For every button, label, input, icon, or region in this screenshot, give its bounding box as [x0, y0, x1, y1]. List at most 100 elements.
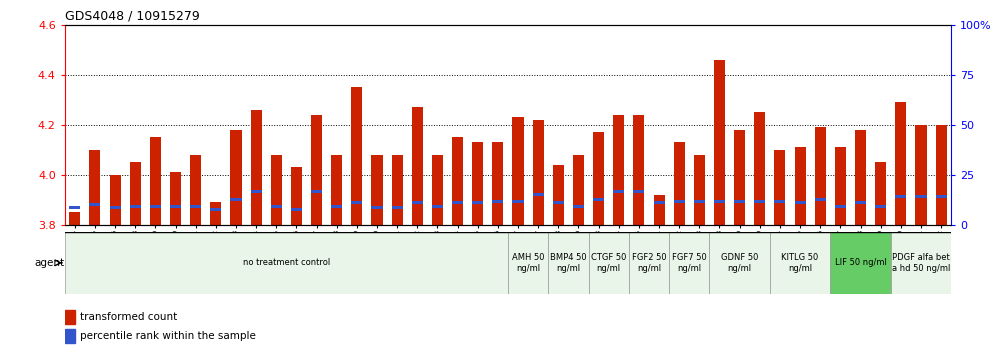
- Bar: [669, 232, 709, 294]
- Text: BMP4 50
ng/ml: BMP4 50 ng/ml: [550, 253, 587, 273]
- Bar: [754, 112, 765, 225]
- Bar: [492, 200, 503, 203]
- Bar: [855, 130, 867, 225]
- Bar: [311, 115, 322, 225]
- Bar: [411, 107, 423, 225]
- Bar: [875, 205, 886, 208]
- Bar: [835, 205, 846, 208]
- Bar: [633, 190, 644, 193]
- Bar: [734, 200, 745, 203]
- Bar: [890, 232, 951, 294]
- Bar: [372, 206, 382, 209]
- Text: CTGF 50
ng/ml: CTGF 50 ng/ml: [591, 253, 626, 273]
- Bar: [628, 232, 669, 294]
- Bar: [935, 125, 946, 225]
- Text: transformed count: transformed count: [80, 312, 177, 322]
- Bar: [835, 147, 846, 225]
- Bar: [170, 172, 181, 225]
- Bar: [332, 205, 343, 208]
- Bar: [508, 232, 548, 294]
- Bar: [70, 206, 81, 209]
- Bar: [170, 205, 181, 208]
- Bar: [492, 142, 503, 225]
- Bar: [291, 167, 302, 225]
- Text: no treatment control: no treatment control: [243, 258, 330, 267]
- Bar: [795, 201, 806, 204]
- Bar: [709, 232, 770, 294]
- Bar: [210, 208, 221, 211]
- Bar: [513, 117, 524, 225]
- Bar: [149, 137, 161, 225]
- Bar: [770, 232, 831, 294]
- Bar: [673, 142, 684, 225]
- Text: PDGF alfa bet
a hd 50 ng/ml: PDGF alfa bet a hd 50 ng/ml: [891, 253, 950, 273]
- Bar: [593, 198, 605, 201]
- Bar: [895, 102, 906, 225]
- Bar: [251, 190, 262, 193]
- Bar: [533, 120, 544, 225]
- Text: GDS4048 / 10915279: GDS4048 / 10915279: [65, 9, 199, 22]
- Bar: [653, 195, 664, 225]
- Bar: [895, 195, 906, 198]
- Bar: [230, 130, 241, 225]
- Bar: [90, 150, 101, 225]
- Bar: [915, 195, 926, 198]
- Bar: [573, 155, 584, 225]
- Bar: [714, 60, 725, 225]
- Bar: [694, 155, 705, 225]
- Bar: [65, 232, 508, 294]
- Text: FGF7 50
ng/ml: FGF7 50 ng/ml: [672, 253, 706, 273]
- Bar: [513, 200, 524, 203]
- Bar: [614, 115, 624, 225]
- Text: GDNF 50
ng/ml: GDNF 50 ng/ml: [721, 253, 758, 273]
- Bar: [65, 310, 76, 324]
- Bar: [673, 200, 684, 203]
- Bar: [553, 201, 564, 204]
- Bar: [714, 200, 725, 203]
- Bar: [614, 190, 624, 193]
- Bar: [589, 232, 628, 294]
- Bar: [452, 201, 463, 204]
- Bar: [935, 195, 946, 198]
- Bar: [332, 155, 343, 225]
- Bar: [795, 147, 806, 225]
- Bar: [391, 155, 402, 225]
- Bar: [593, 132, 605, 225]
- Bar: [875, 162, 886, 225]
- Bar: [271, 205, 282, 208]
- Bar: [352, 201, 363, 204]
- Bar: [251, 110, 262, 225]
- Text: LIF 50 ng/ml: LIF 50 ng/ml: [835, 258, 886, 267]
- Bar: [129, 162, 140, 225]
- Bar: [110, 206, 121, 209]
- Bar: [230, 198, 241, 201]
- Bar: [548, 232, 589, 294]
- Bar: [311, 190, 322, 193]
- Bar: [65, 329, 76, 343]
- Bar: [831, 232, 890, 294]
- Bar: [653, 201, 664, 204]
- Bar: [472, 201, 483, 204]
- Bar: [815, 127, 826, 225]
- Bar: [432, 155, 443, 225]
- Bar: [533, 193, 544, 196]
- Text: percentile rank within the sample: percentile rank within the sample: [80, 331, 256, 341]
- Bar: [775, 150, 786, 225]
- Bar: [411, 201, 423, 204]
- Text: AMH 50
ng/ml: AMH 50 ng/ml: [512, 253, 545, 273]
- Text: FGF2 50
ng/ml: FGF2 50 ng/ml: [631, 253, 666, 273]
- Bar: [70, 212, 81, 225]
- Bar: [391, 206, 402, 209]
- Text: KITLG 50
ng/ml: KITLG 50 ng/ml: [782, 253, 819, 273]
- Bar: [190, 205, 201, 208]
- Bar: [190, 155, 201, 225]
- Bar: [452, 137, 463, 225]
- Bar: [553, 165, 564, 225]
- Bar: [372, 155, 382, 225]
- Bar: [90, 203, 101, 206]
- Bar: [815, 198, 826, 201]
- Bar: [110, 175, 121, 225]
- Bar: [775, 200, 786, 203]
- Bar: [855, 201, 867, 204]
- Bar: [291, 208, 302, 211]
